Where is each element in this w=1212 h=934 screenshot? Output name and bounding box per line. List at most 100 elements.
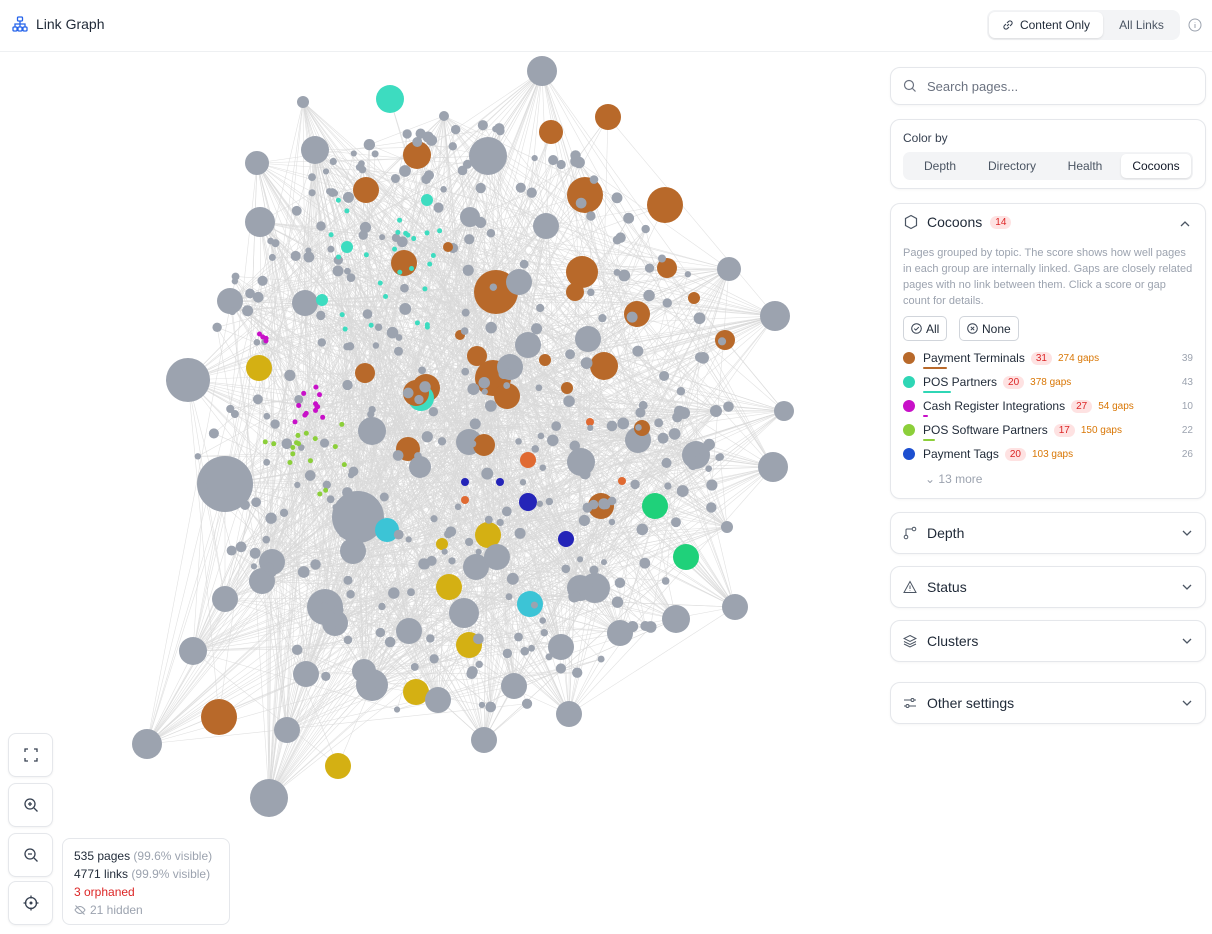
node[interactable] [520,452,536,468]
other-settings-section[interactable]: Other settings [890,682,1206,724]
node[interactable] [426,634,435,643]
node[interactable] [293,661,319,687]
node[interactable] [710,405,722,417]
node[interactable] [528,644,535,652]
node[interactable] [425,687,451,713]
node[interactable] [537,432,545,440]
node[interactable] [326,495,335,504]
node[interactable] [539,120,563,144]
node[interactable] [485,321,497,334]
node[interactable] [391,250,417,276]
node[interactable] [395,229,401,235]
node[interactable] [427,261,433,267]
node[interactable] [132,729,162,759]
node[interactable] [688,292,700,304]
node[interactable] [676,387,686,396]
node[interactable] [496,518,504,527]
node[interactable] [281,438,293,450]
node[interactable] [548,634,574,660]
node[interactable] [342,487,353,498]
node[interactable] [436,538,448,550]
node[interactable] [375,627,386,638]
node[interactable] [536,500,543,507]
node[interactable] [494,383,520,409]
node[interactable] [467,383,480,396]
node[interactable] [291,205,302,216]
node[interactable] [684,271,692,278]
node[interactable] [262,439,268,445]
node[interactable] [504,368,513,377]
node[interactable] [298,444,305,451]
node[interactable] [344,208,350,214]
node[interactable] [415,128,426,139]
node[interactable] [694,453,705,464]
node[interactable] [257,275,268,286]
node[interactable] [402,387,414,399]
node[interactable] [478,376,490,389]
node[interactable] [461,308,470,317]
node[interactable] [569,440,581,452]
node[interactable] [339,421,345,427]
cocoon-gaps[interactable]: 103 gaps [1031,448,1074,460]
node[interactable] [484,400,497,412]
node[interactable] [328,232,334,238]
node[interactable] [379,492,389,502]
node[interactable] [702,442,712,452]
node[interactable] [329,157,337,166]
node[interactable] [256,331,262,337]
node[interactable] [397,217,403,223]
node[interactable] [519,259,529,269]
color-by-tab[interactable]: Depth [923,159,957,173]
node[interactable] [392,246,398,252]
node[interactable] [475,548,482,555]
node[interactable] [463,554,489,580]
node[interactable] [392,450,404,461]
node[interactable] [242,305,254,317]
node[interactable] [635,424,642,431]
node[interactable] [367,410,375,418]
node[interactable] [426,134,438,146]
node[interactable] [473,633,484,645]
node[interactable] [368,322,374,328]
node[interactable] [506,269,532,295]
node[interactable] [217,288,243,314]
node[interactable] [402,129,412,139]
node[interactable] [316,294,328,306]
node[interactable] [419,381,431,393]
node[interactable] [294,394,304,404]
node[interactable] [393,706,401,713]
select-none-button[interactable]: None [959,316,1019,341]
node[interactable] [466,668,477,679]
node[interactable] [668,428,681,440]
cocoons-header[interactable]: Cocoons 14 [903,214,1012,230]
node[interactable] [317,338,327,347]
node[interactable] [358,160,365,167]
node[interactable] [420,559,430,570]
node[interactable] [634,420,650,436]
node[interactable] [274,717,300,743]
node[interactable] [414,320,420,326]
node[interactable] [561,564,571,574]
node[interactable] [688,461,698,471]
node[interactable] [443,242,453,252]
node[interactable] [340,538,366,564]
node[interactable] [505,593,513,601]
node[interactable] [590,352,618,380]
node[interactable] [320,601,329,610]
toggle-content-only[interactable]: Content Only [989,12,1103,38]
node[interactable] [717,257,741,281]
node[interactable] [468,439,475,446]
node[interactable] [642,493,668,519]
node[interactable] [350,150,357,157]
node[interactable] [405,536,412,543]
node[interactable] [249,547,261,559]
node[interactable] [521,698,533,709]
zoom-out-button[interactable] [8,833,53,877]
node[interactable] [403,141,431,169]
node[interactable] [246,355,272,381]
node[interactable] [390,174,400,184]
node[interactable] [774,401,794,421]
show-more[interactable]: ⌄ 13 more [925,472,983,486]
node[interactable] [471,727,497,753]
node[interactable] [611,192,623,204]
